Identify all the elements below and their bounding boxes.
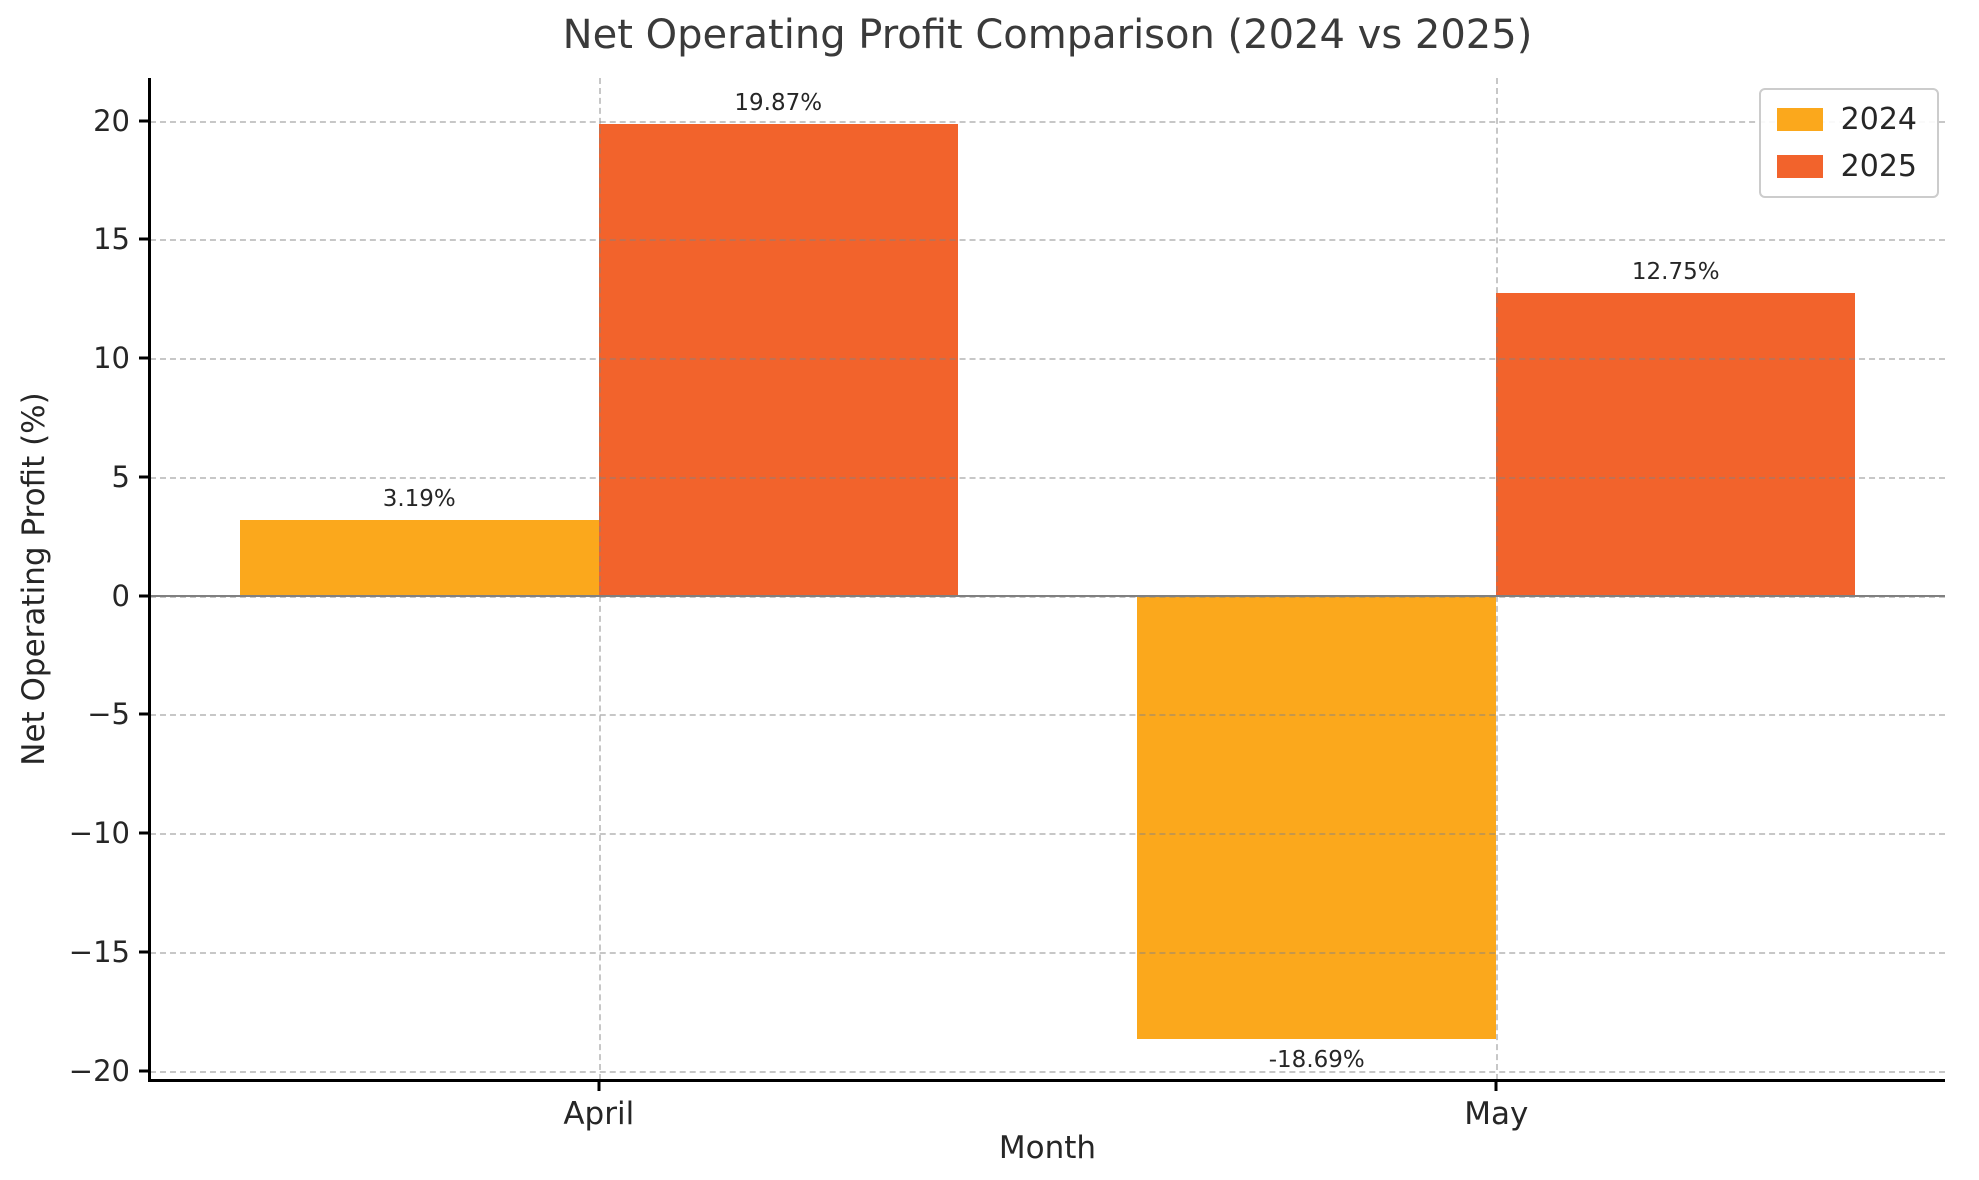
legend-entry-2025: 2025 <box>1776 149 1917 184</box>
y-tick-label: 20 <box>93 103 130 138</box>
y-tick-mark <box>139 831 150 835</box>
x-tick-mark <box>597 1080 601 1091</box>
h-gridline <box>150 833 1945 836</box>
y-tick-mark <box>139 950 150 954</box>
bar-2025-april <box>598 123 958 596</box>
x-axis-spine <box>148 1079 1945 1082</box>
y-tick-mark <box>139 594 150 598</box>
y-tick-label: −20 <box>68 1053 130 1088</box>
bar-2025-may <box>1496 292 1856 596</box>
y-tick-mark <box>139 237 150 241</box>
y-tick-mark <box>139 119 150 123</box>
chart-title: Net Operating Profit Comparison (2024 vs… <box>562 12 1533 58</box>
legend-entry-2024: 2024 <box>1776 102 1917 137</box>
h-gridline <box>150 1070 1945 1073</box>
y-tick-mark <box>139 356 150 360</box>
y-axis-label: Net Operating Profit (%) <box>16 392 52 766</box>
y-tick-mark <box>139 712 150 716</box>
bar-value-label: -18.69% <box>1268 1047 1365 1074</box>
zero-line <box>150 594 1945 597</box>
legend-label-2024: 2024 <box>1840 102 1917 137</box>
plot-area: 2024 2025 −20 −15 −10 −5 0 5 10 15 20 April May 3.1… <box>69 78 1945 1132</box>
bar-2024-may <box>1137 595 1497 1040</box>
y-tick-label: −15 <box>68 934 130 969</box>
y-tick-mark <box>139 475 150 479</box>
h-gridline <box>150 120 1945 123</box>
h-gridline <box>150 714 1945 717</box>
x-tick-mark <box>1494 1080 1498 1091</box>
y-tick-label: 0 <box>111 578 130 613</box>
legend-swatch-2025 <box>1776 155 1823 178</box>
y-tick-label: 10 <box>93 341 130 376</box>
legend-label-2025: 2025 <box>1840 149 1917 184</box>
legend: 2024 2025 <box>1758 88 1939 198</box>
bar-value-label: 12.75% <box>1631 258 1720 285</box>
bar-value-label: 3.19% <box>382 485 456 512</box>
h-gridline <box>150 951 1945 954</box>
y-tick-label: −5 <box>87 697 130 732</box>
x-tick-label-april: April <box>563 1096 635 1132</box>
y-tick-mark <box>139 1069 150 1072</box>
x-tick-label-may: May <box>1464 1096 1529 1132</box>
y-axis-spine <box>148 78 151 1080</box>
y-tick-label: −10 <box>68 816 130 851</box>
bar-value-label: 19.87% <box>734 89 823 116</box>
y-tick-label: 5 <box>111 459 130 494</box>
x-axis-label: Month <box>998 1130 1097 1166</box>
y-tick-label: 15 <box>93 222 130 257</box>
bar-2024-april <box>239 519 599 596</box>
h-gridline <box>150 239 1945 242</box>
legend-swatch-2024 <box>1776 108 1823 131</box>
